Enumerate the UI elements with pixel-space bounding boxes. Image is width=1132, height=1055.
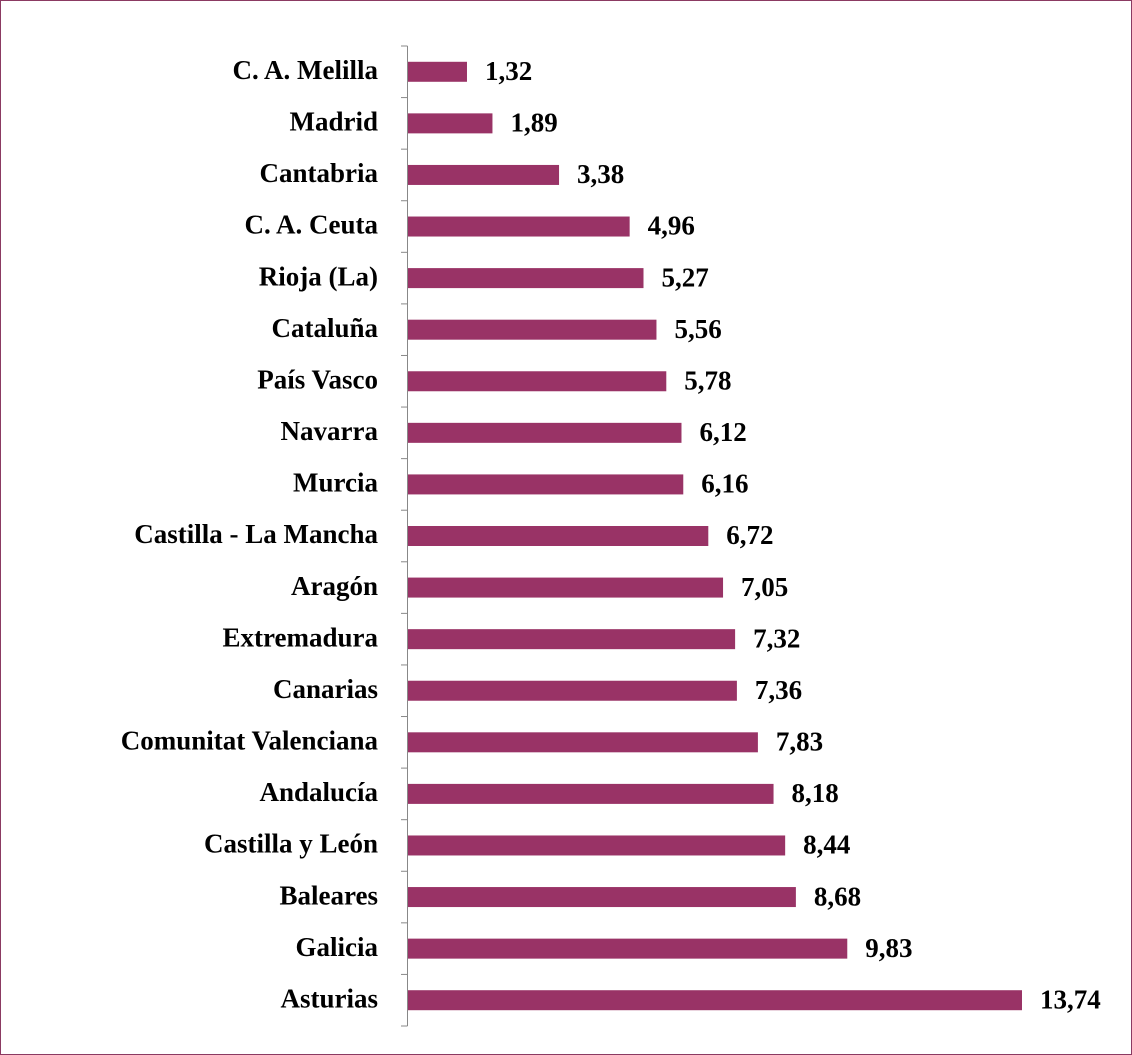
category-label: Comunitat Valenciana [121, 726, 379, 756]
category-label: Andalucía [259, 777, 378, 807]
bar [408, 526, 709, 546]
bar [408, 732, 758, 753]
bar [408, 371, 667, 392]
value-label: 4,96 [648, 211, 695, 241]
bar [408, 61, 467, 82]
category-label: Extremadura [223, 622, 379, 652]
value-label: 7,32 [753, 623, 800, 653]
value-label: 7,83 [776, 727, 823, 757]
value-label: 8,44 [803, 830, 850, 860]
value-label: 5,56 [674, 314, 721, 344]
category-label: Navarra [281, 416, 379, 446]
category-label: C. A. Melilla [233, 55, 379, 85]
bar [408, 680, 737, 701]
value-label: 6,16 [701, 469, 748, 499]
bar [408, 783, 774, 804]
value-label: 13,74 [1040, 984, 1101, 1014]
bar [408, 938, 848, 959]
bar [408, 474, 684, 495]
value-label: 8,18 [792, 778, 839, 808]
category-label: Rioja (La) [259, 261, 378, 291]
bar [408, 990, 1022, 1011]
bar [408, 319, 657, 340]
category-label: Aragón [291, 571, 378, 601]
bar [408, 835, 786, 856]
bar [408, 268, 644, 289]
bar [408, 577, 724, 598]
value-label: 7,05 [741, 572, 788, 602]
bar [408, 113, 493, 134]
category-label: Asturias [280, 983, 378, 1013]
category-label: Canarias [273, 674, 378, 704]
category-label: Madrid [289, 107, 378, 137]
value-label: 5,27 [662, 262, 709, 292]
value-label: 7,36 [755, 675, 802, 705]
value-label: 8,68 [814, 881, 861, 911]
category-label: País Vasco [257, 364, 378, 394]
category-label: Castilla y León [204, 829, 378, 859]
value-label: 9,83 [865, 933, 912, 963]
value-label: 3,38 [577, 159, 624, 189]
value-label: 1,32 [485, 56, 532, 86]
category-label: Galicia [296, 932, 379, 962]
bar [408, 216, 630, 237]
bar [408, 629, 736, 650]
category-label: C. A. Ceuta [245, 210, 379, 240]
value-label: 6,72 [726, 520, 773, 550]
value-label: 1,89 [510, 108, 557, 138]
value-label: 5,78 [684, 365, 731, 395]
bar [408, 422, 682, 443]
category-label: Baleares [280, 880, 378, 910]
category-label: Murcia [293, 468, 378, 498]
category-label: Cataluña [271, 313, 378, 343]
bar [408, 887, 796, 908]
category-label: Cantabria [259, 158, 378, 188]
category-label: Castilla - La Mancha [134, 519, 378, 549]
value-label: 6,12 [699, 417, 746, 447]
bar [408, 164, 560, 185]
